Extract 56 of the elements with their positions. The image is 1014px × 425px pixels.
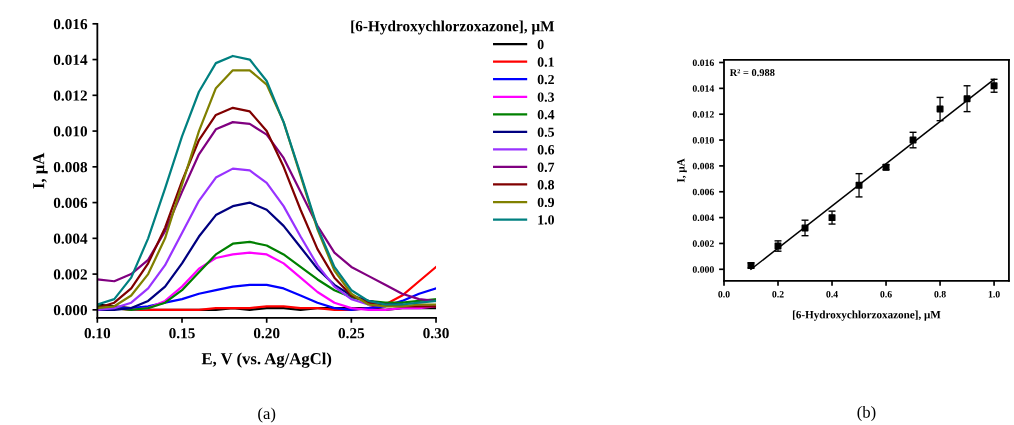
x-tick-label: 0.30 — [423, 328, 449, 339]
text: (a) — [258, 407, 276, 423]
y-tick-label: 0.006 — [692, 188, 714, 196]
y-axis-title: I, μA — [33, 152, 48, 189]
x-tick-label: 1.0 — [988, 290, 1000, 298]
y-tick-label: 0.016 — [692, 59, 714, 67]
y-tick-label: 0.006 — [53, 197, 88, 209]
x-axis-title: E, V (vs. Ag/AgCl) — [201, 352, 332, 368]
y-tick-label: 0.010 — [53, 126, 88, 137]
point — [855, 181, 863, 189]
legend-label: 0.6 — [537, 145, 555, 155]
x-tick-label: 0.0 — [718, 290, 730, 298]
y-tick-label: 0.002 — [692, 240, 714, 247]
x-tick-label: 0.10 — [84, 328, 111, 339]
point — [936, 105, 944, 113]
legend-label: 0.3 — [537, 92, 555, 102]
point — [801, 224, 809, 232]
y-tick-label: 0.004 — [692, 214, 715, 222]
legend-label: 0.9 — [537, 197, 555, 208]
legend-label: 0 — [537, 39, 544, 50]
y-tick-label: 0.000 — [692, 266, 714, 273]
x-tick-label: 0.20 — [253, 328, 280, 339]
y-tick-label: 0.000 — [53, 305, 88, 316]
y-tick-label: 0.014 — [53, 54, 88, 66]
y-tick-label: 0.014 — [692, 85, 715, 92]
x-tick-label: 0.2 — [772, 290, 784, 298]
annotation: R² = 0.988 — [729, 69, 775, 77]
x-tick-label: 0.25 — [338, 328, 365, 339]
x-axis-title: [6-Hydroxychlorzoxazone], μM — [792, 310, 941, 321]
y-tick-label: 0.012 — [53, 90, 87, 101]
line-series — [97, 240, 437, 311]
y-tick-label: 0.008 — [53, 161, 88, 173]
legend-label: 0.7 — [537, 162, 555, 172]
y-tick-label: 0.012 — [692, 111, 714, 118]
legend-label: 1.0 — [538, 215, 555, 225]
y-tick-label: 0.016 — [53, 18, 88, 30]
x-tick-label: 0.4 — [826, 290, 838, 298]
legend-title: [6-Hydroxychlorzoxazone], μM — [351, 20, 555, 35]
y-tick-label: 0.010 — [692, 136, 714, 144]
point — [990, 82, 998, 90]
point — [963, 95, 971, 103]
x-tick-label: 0.15 — [169, 328, 195, 339]
point — [828, 214, 836, 222]
x-tick-label: 0.6 — [880, 290, 892, 298]
y-axis-title: I, μA — [677, 158, 687, 183]
legend-label: 0.1 — [537, 57, 554, 67]
legend-label: 0.2 — [537, 74, 554, 85]
point — [909, 136, 917, 144]
legend-label: 0.4 — [537, 109, 555, 120]
x-tick-label: 0.8 — [934, 290, 946, 298]
legend-label: 0.8 — [537, 180, 555, 190]
y-tick-label: 0.002 — [53, 269, 87, 280]
y-tick-label: 0.004 — [53, 233, 88, 244]
y-tick-label: 0.008 — [692, 162, 714, 170]
text: (b) — [857, 405, 876, 422]
legend-label: 0.5 — [537, 127, 555, 137]
